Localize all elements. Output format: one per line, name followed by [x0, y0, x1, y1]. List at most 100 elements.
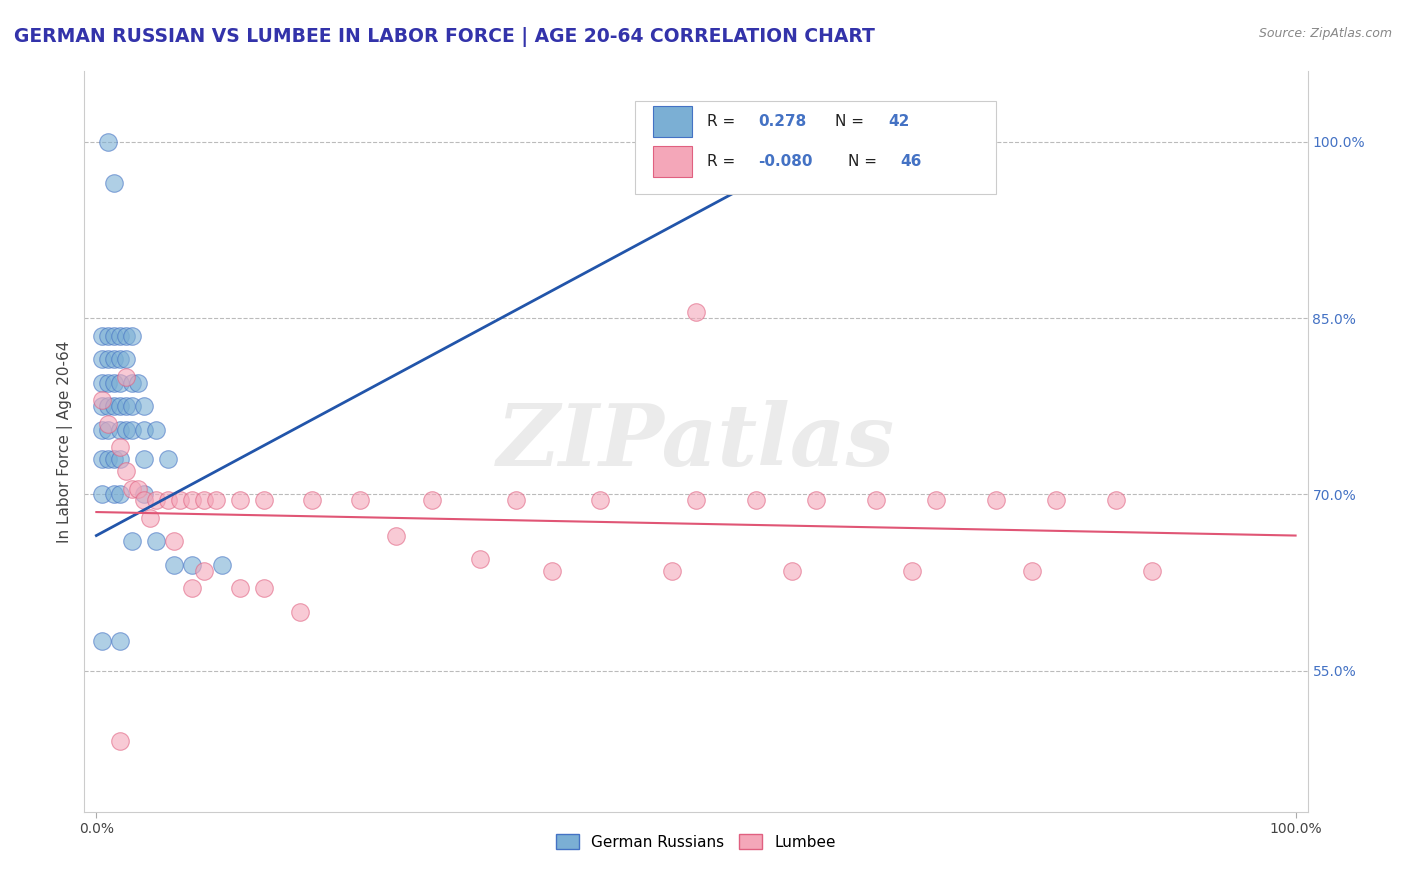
Point [193, 564, 215, 578]
Point [1021, 564, 1043, 578]
FancyBboxPatch shape [654, 106, 692, 137]
Y-axis label: In Labor Force | Age 20-64: In Labor Force | Age 20-64 [58, 341, 73, 542]
Point [121, 534, 143, 549]
Point [97, 328, 120, 343]
Point [110, 376, 132, 390]
FancyBboxPatch shape [654, 146, 692, 177]
Point [91, 393, 114, 408]
Point [804, 493, 827, 508]
Point [110, 328, 132, 343]
Point [134, 399, 156, 413]
Point [134, 452, 156, 467]
Point [97, 417, 120, 431]
Text: GERMAN RUSSIAN VS LUMBEE IN LABOR FORCE | AGE 20-64 CORRELATION CHART: GERMAN RUSSIAN VS LUMBEE IN LABOR FORCE … [14, 27, 875, 46]
Point [157, 452, 180, 467]
Point [169, 493, 191, 508]
Point [253, 493, 276, 508]
Point [121, 328, 143, 343]
Point [110, 399, 132, 413]
Point [205, 493, 228, 508]
Point [103, 376, 125, 390]
Point [685, 305, 707, 319]
Point [115, 328, 138, 343]
Point [181, 493, 204, 508]
Point [134, 487, 156, 501]
Text: R =: R = [707, 114, 740, 129]
Point [181, 582, 204, 596]
Point [91, 399, 114, 413]
Point [91, 376, 114, 390]
Text: 0.278: 0.278 [758, 114, 807, 129]
Point [103, 328, 125, 343]
Point [925, 493, 948, 508]
Point [110, 634, 132, 648]
Point [97, 135, 120, 149]
Point [110, 734, 132, 748]
Text: R =: R = [707, 154, 740, 169]
Point [865, 493, 887, 508]
Point [121, 482, 143, 496]
Point [97, 423, 120, 437]
Point [97, 399, 120, 413]
Point [745, 493, 768, 508]
Point [103, 399, 125, 413]
Point [97, 352, 120, 367]
Legend: German Russians, Lumbee: German Russians, Lumbee [550, 828, 842, 856]
Point [468, 552, 491, 566]
Point [110, 487, 132, 501]
FancyBboxPatch shape [636, 101, 995, 194]
Point [115, 399, 138, 413]
Point [1140, 564, 1163, 578]
Point [91, 328, 114, 343]
Point [134, 423, 156, 437]
Point [91, 487, 114, 501]
Point [290, 605, 312, 619]
Point [121, 399, 143, 413]
Point [349, 493, 371, 508]
Point [110, 452, 132, 467]
Point [121, 376, 143, 390]
Point [505, 493, 527, 508]
Text: 46: 46 [900, 154, 921, 169]
Point [103, 352, 125, 367]
Point [145, 534, 167, 549]
Point [385, 528, 408, 542]
Point [103, 176, 125, 190]
Point [97, 376, 120, 390]
Text: N =: N = [835, 114, 869, 129]
Point [103, 487, 125, 501]
Text: 42: 42 [889, 114, 910, 129]
Point [984, 493, 1007, 508]
Text: ZIPatlas: ZIPatlas [496, 400, 896, 483]
Point [541, 564, 564, 578]
Point [139, 511, 162, 525]
Point [127, 376, 149, 390]
Point [91, 423, 114, 437]
Text: N =: N = [848, 154, 882, 169]
Point [97, 452, 120, 467]
Point [163, 534, 186, 549]
Point [229, 493, 252, 508]
Point [901, 564, 924, 578]
Point [420, 493, 443, 508]
Point [110, 352, 132, 367]
Point [211, 558, 233, 572]
Point [110, 441, 132, 455]
Point [193, 493, 215, 508]
Point [91, 452, 114, 467]
Point [115, 423, 138, 437]
Point [145, 423, 167, 437]
Point [103, 452, 125, 467]
Point [115, 370, 138, 384]
Point [134, 493, 156, 508]
Point [685, 493, 707, 508]
Point [127, 482, 149, 496]
Point [115, 464, 138, 478]
Point [145, 493, 167, 508]
Point [121, 423, 143, 437]
Text: Source: ZipAtlas.com: Source: ZipAtlas.com [1258, 27, 1392, 40]
Point [661, 564, 683, 578]
Point [91, 352, 114, 367]
Text: -0.080: -0.080 [758, 154, 813, 169]
Point [91, 634, 114, 648]
